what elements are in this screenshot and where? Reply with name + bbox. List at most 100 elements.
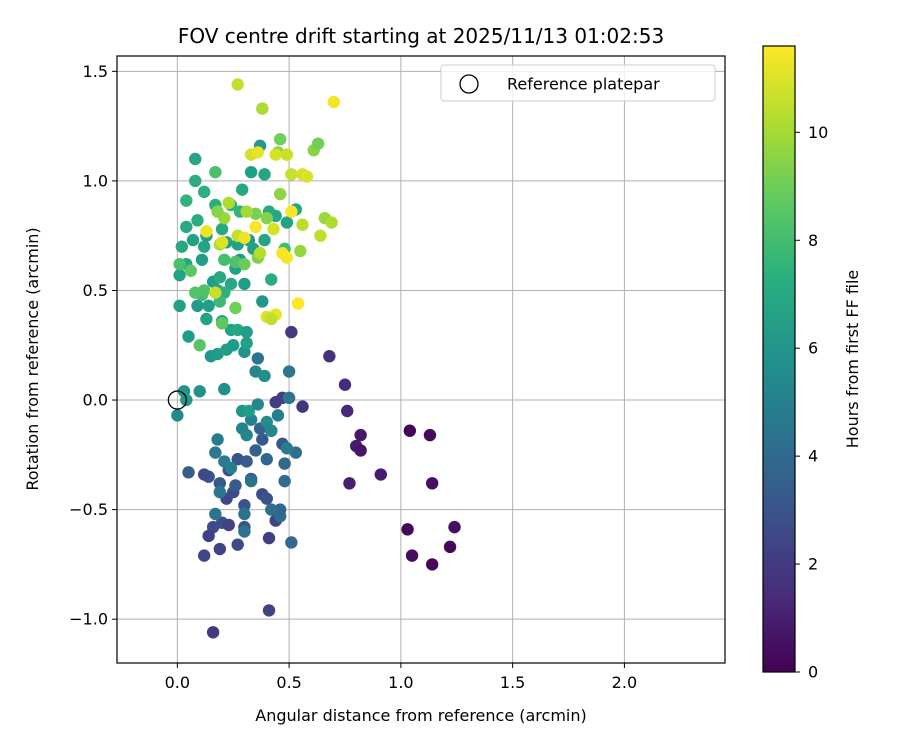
data-point bbox=[256, 295, 269, 308]
colorbar-tick-label: 8 bbox=[808, 231, 818, 250]
data-point bbox=[200, 225, 213, 238]
x-tick-label: 0.0 bbox=[165, 673, 190, 692]
data-point bbox=[278, 474, 291, 488]
data-point bbox=[267, 222, 280, 236]
data-point bbox=[269, 396, 282, 409]
data-point bbox=[401, 523, 414, 536]
data-point bbox=[191, 299, 204, 313]
x-tick-label: 1.0 bbox=[388, 673, 413, 692]
legend: Reference platepar bbox=[440, 64, 716, 102]
x-tick-label: 2.0 bbox=[612, 673, 637, 692]
data-point bbox=[423, 428, 437, 442]
data-point bbox=[227, 339, 240, 352]
data-point bbox=[327, 95, 341, 109]
colorbar-label: Hours from first FF file bbox=[843, 270, 862, 449]
data-point bbox=[294, 244, 307, 258]
data-point bbox=[291, 297, 305, 310]
data-point bbox=[186, 233, 200, 247]
colorbar-gradient bbox=[762, 45, 796, 673]
data-point bbox=[184, 264, 197, 277]
data-point bbox=[285, 205, 298, 218]
data-point bbox=[343, 477, 356, 490]
chart-title: FOV centre drift starting at 2025/11/13 … bbox=[178, 24, 664, 48]
data-point bbox=[200, 312, 213, 326]
data-point bbox=[197, 240, 211, 253]
data-point bbox=[193, 385, 206, 398]
plot-frame bbox=[116, 55, 726, 664]
data-point bbox=[325, 216, 338, 229]
data-point bbox=[193, 339, 206, 352]
data-point bbox=[448, 520, 461, 534]
data-point bbox=[273, 133, 287, 146]
data-point bbox=[202, 299, 215, 313]
data-point bbox=[195, 253, 209, 266]
colorbar-tick-label: 6 bbox=[808, 339, 818, 358]
data-point bbox=[206, 626, 220, 639]
data-point bbox=[354, 428, 367, 442]
data-point bbox=[269, 148, 282, 161]
data-points bbox=[167, 78, 461, 639]
data-point bbox=[296, 400, 309, 413]
data-point bbox=[215, 317, 229, 330]
data-point bbox=[213, 485, 227, 499]
data-point bbox=[258, 233, 271, 247]
data-point bbox=[224, 461, 238, 475]
data-point bbox=[282, 365, 296, 378]
data-point bbox=[260, 492, 273, 505]
data-point bbox=[213, 542, 227, 556]
y-tick-label: −1.0 bbox=[69, 610, 108, 629]
data-point bbox=[271, 409, 285, 422]
legend-label: Reference platepar bbox=[507, 75, 660, 94]
data-point bbox=[244, 165, 258, 179]
data-point bbox=[251, 352, 265, 365]
data-point bbox=[238, 499, 251, 512]
data-point bbox=[278, 457, 291, 470]
data-point bbox=[189, 174, 202, 188]
data-point bbox=[238, 507, 251, 521]
data-point bbox=[240, 428, 253, 442]
data-point bbox=[425, 558, 439, 571]
data-point bbox=[182, 330, 195, 343]
colorbar-tick-label: 10 bbox=[808, 123, 828, 142]
data-point bbox=[405, 549, 419, 562]
data-point bbox=[280, 442, 294, 455]
data-point bbox=[182, 466, 195, 479]
data-point bbox=[197, 549, 211, 562]
data-point bbox=[197, 185, 211, 199]
legend-marker-open-circle bbox=[459, 74, 479, 94]
data-point bbox=[213, 271, 227, 284]
data-point bbox=[311, 137, 325, 150]
legend-box bbox=[440, 64, 716, 102]
data-point bbox=[229, 479, 242, 492]
x-axis-ticks: 0.0 0.5 1.0 1.5 2.0 bbox=[165, 663, 637, 692]
data-point bbox=[189, 286, 202, 299]
data-point bbox=[354, 444, 367, 457]
data-point bbox=[403, 424, 417, 437]
data-point bbox=[262, 604, 276, 617]
colorbar-tick-label: 2 bbox=[808, 555, 818, 574]
data-point bbox=[218, 382, 231, 396]
data-point bbox=[215, 236, 229, 249]
data-point bbox=[171, 409, 184, 422]
data-point bbox=[251, 146, 265, 159]
data-point bbox=[231, 538, 244, 551]
data-point bbox=[258, 168, 271, 181]
data-point bbox=[285, 325, 298, 339]
data-point bbox=[215, 222, 229, 236]
data-point bbox=[213, 477, 227, 490]
data-point bbox=[222, 518, 235, 532]
data-point bbox=[242, 404, 256, 418]
data-point bbox=[173, 257, 186, 271]
data-point bbox=[338, 378, 352, 391]
data-point bbox=[229, 301, 242, 315]
reference-platepar-marker bbox=[167, 390, 188, 410]
data-point bbox=[280, 216, 294, 229]
data-point bbox=[189, 152, 202, 166]
y-tick-label: 0.0 bbox=[83, 391, 108, 410]
y-tick-label: −0.5 bbox=[69, 500, 108, 519]
data-point bbox=[341, 404, 354, 418]
data-point bbox=[209, 165, 222, 179]
data-point bbox=[249, 444, 262, 457]
colorbar-tick-label: 0 bbox=[808, 663, 818, 682]
data-point bbox=[240, 205, 253, 218]
